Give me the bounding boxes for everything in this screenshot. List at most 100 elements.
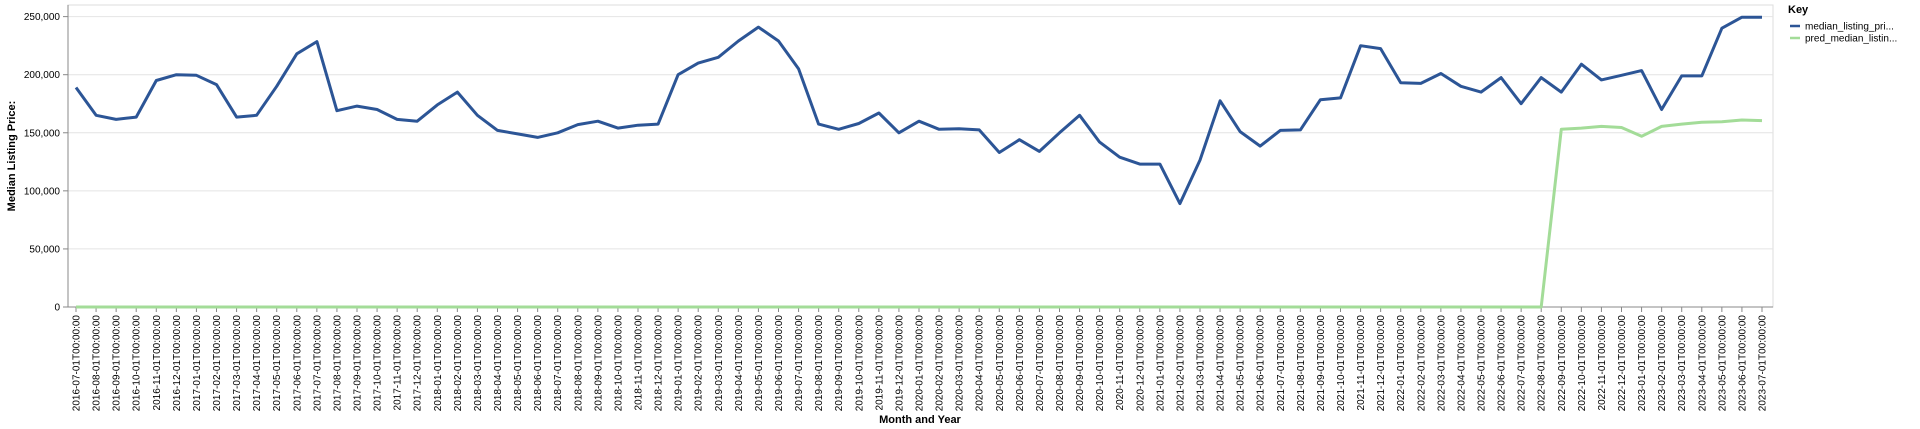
x-tick-label: 2023-02-01T00:00:00 [1657, 315, 1668, 412]
x-tick-label: 2020-09-01T00:00:00 [1075, 315, 1086, 412]
x-tick-label: 2020-01-01T00:00:00 [915, 315, 926, 412]
x-tick-label: 2023-07-01T00:00:00 [1758, 315, 1769, 412]
x-tick-label: 2017-06-01T00:00:00 [292, 315, 303, 412]
x-tick-label: 2023-05-01T00:00:00 [1717, 315, 1728, 412]
x-tick-label: 2020-04-01T00:00:00 [975, 315, 986, 412]
legend-title: Key [1788, 4, 1809, 16]
y-tick-label: 50,000 [29, 244, 60, 255]
x-tick-label: 2019-09-01T00:00:00 [834, 315, 845, 412]
x-tick-label: 2016-12-01T00:00:00 [172, 315, 183, 412]
x-tick-label: 2020-05-01T00:00:00 [995, 315, 1006, 412]
y-axis-title: Median Listing Price: [6, 101, 18, 212]
x-tick-label: 2020-08-01T00:00:00 [1055, 315, 1066, 412]
x-tick-label: 2022-06-01T00:00:00 [1497, 315, 1508, 412]
x-tick-label: 2022-07-01T00:00:00 [1517, 315, 1528, 412]
x-tick-label: 2019-04-01T00:00:00 [734, 315, 745, 412]
x-tick-label: 2017-04-01T00:00:00 [252, 315, 263, 412]
x-tick-label: 2022-03-01T00:00:00 [1436, 315, 1447, 412]
x-tick-label: 2017-08-01T00:00:00 [332, 315, 343, 412]
x-tick-label: 2017-10-01T00:00:00 [373, 315, 384, 412]
x-tick-label: 2021-10-01T00:00:00 [1336, 315, 1347, 412]
x-tick-label: 2018-03-01T00:00:00 [473, 315, 484, 412]
x-tick-label: 2020-02-01T00:00:00 [935, 315, 946, 412]
x-tick-label: 2019-05-01T00:00:00 [754, 315, 765, 412]
x-tick-label: 2020-07-01T00:00:00 [1035, 315, 1046, 412]
x-tick-label: 2017-02-01T00:00:00 [212, 315, 223, 412]
x-tick-label: 2021-09-01T00:00:00 [1316, 315, 1327, 412]
x-tick-label: 2021-08-01T00:00:00 [1296, 315, 1307, 412]
x-tick-label: 2021-06-01T00:00:00 [1256, 315, 1267, 412]
x-tick-label: 2018-07-01T00:00:00 [553, 315, 564, 412]
x-tick-label: 2023-01-01T00:00:00 [1637, 315, 1648, 412]
x-tick-label: 2021-12-01T00:00:00 [1376, 315, 1387, 412]
x-tick-label: 2017-05-01T00:00:00 [272, 315, 283, 412]
y-tick-label: 150,000 [24, 128, 61, 139]
x-axis-title: Month and Year [879, 414, 961, 426]
x-tick-label: 2019-02-01T00:00:00 [694, 315, 705, 412]
x-tick-label: 2018-08-01T00:00:00 [573, 315, 584, 412]
x-tick-label: 2018-09-01T00:00:00 [593, 315, 604, 412]
x-tick-label: 2016-10-01T00:00:00 [132, 315, 143, 412]
x-tick-label: 2022-12-01T00:00:00 [1617, 315, 1628, 412]
plot-frame [67, 4, 1774, 308]
series-lines [74, 15, 1763, 309]
y-tick-label: 250,000 [24, 12, 61, 23]
x-tick-label: 2022-08-01T00:00:00 [1537, 315, 1548, 412]
x-tick-label: 2017-09-01T00:00:00 [353, 315, 364, 412]
x-tick-label: 2021-11-01T00:00:00 [1356, 315, 1367, 411]
legend: Key median_listing_pri...pred_median_lis… [1788, 4, 1897, 45]
x-tick-label: 2017-11-01T00:00:00 [393, 315, 404, 411]
x-tick-label: 2022-11-01T00:00:00 [1597, 315, 1608, 411]
x-tick-label: 2020-06-01T00:00:00 [1015, 315, 1026, 412]
y-tick-label: 0 [54, 303, 60, 314]
x-tick-label: 2020-03-01T00:00:00 [955, 315, 966, 412]
x-tick-label: 2019-11-01T00:00:00 [874, 315, 885, 411]
x-tick-label: 2021-01-01T00:00:00 [1155, 315, 1166, 412]
x-tick-label: 2018-02-01T00:00:00 [453, 315, 464, 412]
x-tick-label: 2019-06-01T00:00:00 [774, 315, 785, 412]
x-tick-label: 2018-10-01T00:00:00 [613, 315, 624, 412]
x-tick-label: 2017-07-01T00:00:00 [312, 315, 323, 412]
x-tick-label: 2021-05-01T00:00:00 [1236, 315, 1247, 412]
x-tick-label: 2021-04-01T00:00:00 [1216, 315, 1227, 412]
x-tick-label: 2021-07-01T00:00:00 [1276, 315, 1287, 412]
x-tick-label: 2016-07-01T00:00:00 [72, 315, 83, 412]
legend-label: median_listing_pri... [1805, 22, 1894, 33]
plot-area [67, 4, 1774, 308]
legend-label: pred_median_listin... [1805, 34, 1897, 45]
x-tick-label: 2022-04-01T00:00:00 [1456, 315, 1467, 412]
x-tick-label: 2019-10-01T00:00:00 [854, 315, 865, 412]
x-tick-label: 2016-11-01T00:00:00 [152, 315, 163, 411]
x-tick-label: 2023-03-01T00:00:00 [1677, 315, 1688, 412]
x-tick-label: 2018-06-01T00:00:00 [533, 315, 544, 412]
x-tick-label: 2018-12-01T00:00:00 [654, 315, 665, 412]
x-tick-label: 2023-04-01T00:00:00 [1697, 315, 1708, 412]
x-tick-label: 2022-10-01T00:00:00 [1577, 315, 1588, 412]
x-tick-label: 2019-12-01T00:00:00 [894, 315, 905, 412]
x-tick-label: 2018-01-01T00:00:00 [433, 315, 444, 412]
x-tick-label: 2023-06-01T00:00:00 [1737, 315, 1748, 412]
x-tick-label: 2022-01-01T00:00:00 [1396, 315, 1407, 412]
x-tick-label: 2017-12-01T00:00:00 [413, 315, 424, 412]
series-line-1 [74, 15, 1762, 206]
x-tick-label: 2022-05-01T00:00:00 [1477, 315, 1488, 412]
x-tick-label: 2021-03-01T00:00:00 [1196, 315, 1207, 412]
series-line-2 [76, 118, 1763, 309]
x-tick-label: 2018-05-01T00:00:00 [513, 315, 524, 412]
x-tick-label: 2017-03-01T00:00:00 [232, 315, 243, 412]
y-tick-label: 100,000 [24, 186, 61, 197]
x-axis: 2016-07-01T00:00:00 2016-08-01T00:00:00 20… [72, 307, 1769, 411]
x-tick-label: 2016-09-01T00:00:00 [112, 315, 123, 412]
x-tick-label: 2017-01-01T00:00:00 [192, 315, 203, 412]
x-tick-label: 2020-11-01T00:00:00 [1115, 315, 1126, 411]
x-tick-label: 2016-08-01T00:00:00 [92, 315, 103, 412]
y-tick-label: 200,000 [24, 70, 61, 81]
x-tick-label: 2018-11-01T00:00:00 [634, 315, 645, 411]
x-tick-label: 2022-02-01T00:00:00 [1416, 315, 1427, 412]
x-tick-label: 2022-09-01T00:00:00 [1557, 315, 1568, 412]
x-tick-label: 2020-10-01T00:00:00 [1095, 315, 1106, 412]
x-tick-label: 2018-04-01T00:00:00 [493, 315, 504, 412]
x-tick-label: 2019-07-01T00:00:00 [794, 315, 805, 412]
x-tick-label: 2019-03-01T00:00:00 [714, 315, 725, 412]
